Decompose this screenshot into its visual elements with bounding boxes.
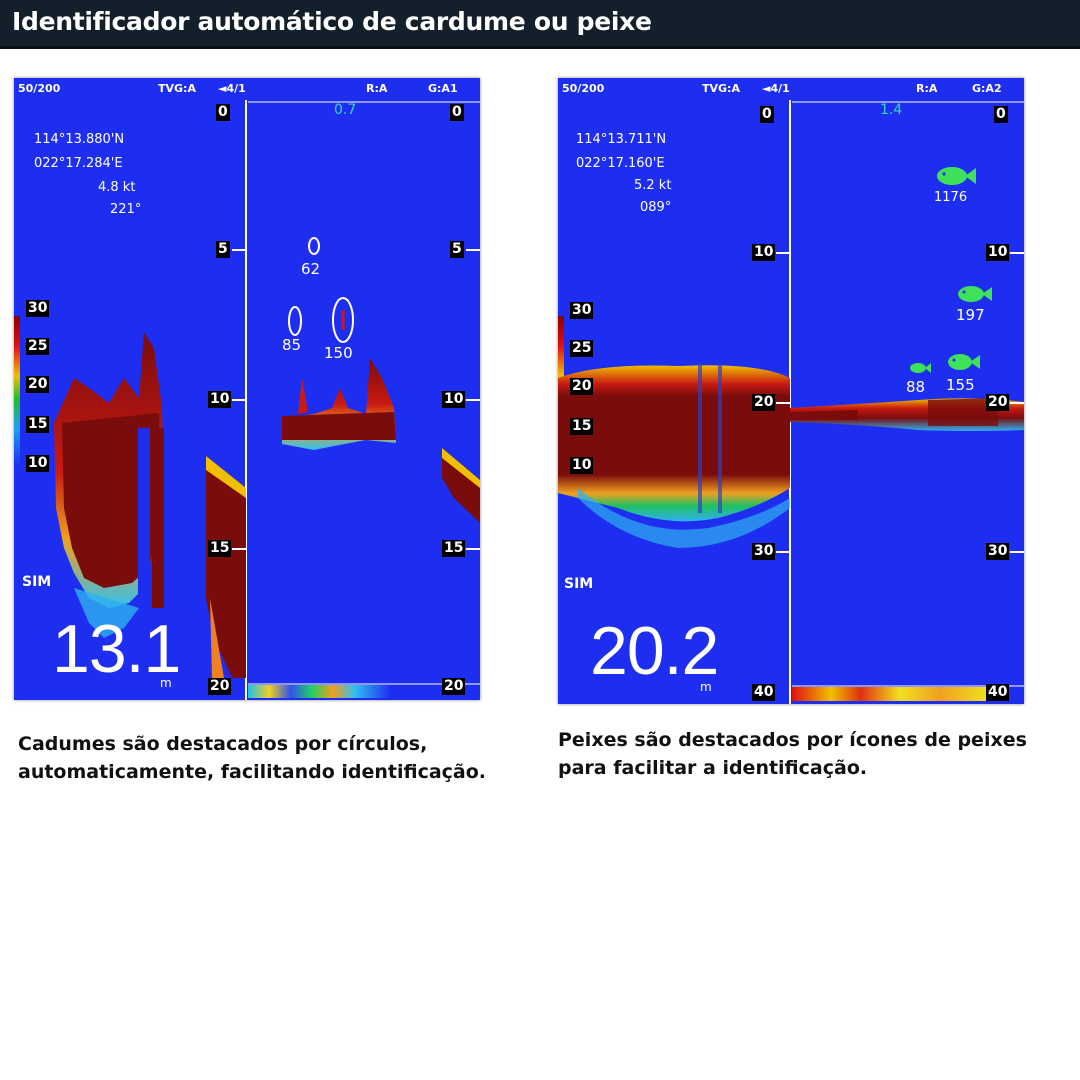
depth-scale-label: 5: [216, 241, 230, 258]
school-size-label: 85: [282, 336, 302, 354]
tvg-readout: TVG:A: [158, 82, 196, 95]
depth-unit: m: [160, 676, 172, 690]
sim-label: SIM: [564, 576, 594, 592]
scale-tick: [1010, 402, 1024, 404]
depth-unit: m: [700, 680, 712, 694]
longitude: 022°17.284'E: [34, 156, 123, 171]
mode-readout: ◄4/1: [762, 82, 790, 95]
depth-scale-label: 0: [994, 106, 1008, 123]
mode-readout: ◄4/1: [218, 82, 246, 95]
scale-tick: [466, 399, 480, 401]
depth-scale-label: 10: [986, 244, 1010, 261]
shade-label: 30: [26, 300, 50, 317]
scale-tick: [232, 399, 246, 401]
fish-icon-small: [910, 363, 931, 373]
depth-scale-label: 20: [986, 394, 1010, 411]
latitude: 114°13.711'N: [576, 132, 667, 147]
depth-readout: 20.2: [590, 613, 719, 689]
right-caption: Peixes são destacados por ícones de peix…: [558, 726, 1068, 782]
depth-scale-label: 0: [760, 106, 774, 123]
shade-label: 15: [570, 418, 594, 435]
depth-scale-label: 30: [752, 543, 776, 560]
scale-tick: [466, 548, 480, 550]
depth-scale-label: 15: [208, 540, 232, 557]
depth-scale-label: 20: [208, 678, 232, 695]
page-title: Identificador automático de cardume ou p…: [12, 7, 652, 36]
g-readout: G:A2: [972, 82, 1002, 95]
r-readout: R:A: [366, 82, 388, 95]
fish-icon-large: [937, 167, 976, 185]
range-readout: 50/200: [18, 82, 61, 95]
depth-readout: 13.1: [52, 611, 181, 687]
right-sonar-graphics: [558, 97, 1024, 704]
depth-scale-label: 30: [986, 543, 1010, 560]
fish-icon-medium: [958, 286, 992, 302]
depth-scale-label: 40: [752, 684, 776, 701]
shade-label: 25: [26, 338, 50, 355]
longitude: 022°17.160'E: [576, 156, 665, 171]
fish-size-label: 155: [946, 376, 975, 394]
scale-tick: [232, 249, 246, 251]
g-readout: G:A1: [428, 82, 458, 95]
school-size-label: 62: [301, 260, 321, 278]
depth-scale-label: 5: [450, 241, 464, 258]
left-sonar-screen: 50/200 TVG:A ◄4/1 R:A G:A1 0.7 114°13.88…: [14, 78, 480, 700]
tvg-readout: TVG:A: [702, 82, 740, 95]
gain-value: 1.4: [880, 102, 903, 118]
gain-value: 0.7: [334, 102, 357, 118]
fish-size-label: 88: [906, 378, 926, 396]
depth-scale-label: 10: [752, 244, 776, 261]
depth-scale-label: 20: [752, 394, 776, 411]
shade-label: 25: [570, 340, 594, 357]
school-size-label: 150: [324, 344, 353, 362]
latitude: 114°13.880'N: [34, 132, 125, 147]
sim-label: SIM: [22, 574, 52, 590]
shade-label: 30: [570, 302, 594, 319]
depth-scale-label: 40: [986, 684, 1010, 701]
scale-tick: [232, 548, 246, 550]
scale-tick: [776, 252, 790, 254]
caption-line: Peixes são destacados por ícones de peix…: [558, 729, 1027, 751]
range-readout: 50/200: [562, 82, 605, 95]
depth-scale-label: 10: [442, 391, 466, 408]
depth-scale-label: 0: [450, 104, 464, 121]
caption-line: para facilitar a identificação.: [558, 757, 868, 779]
r-readout: R:A: [916, 82, 938, 95]
depth-scale-label: 10: [208, 391, 232, 408]
fish-icon-medium-2: [948, 354, 980, 370]
scale-tick: [776, 551, 790, 553]
shade-label: 15: [26, 416, 50, 433]
left-status-bar: 50/200 TVG:A ◄4/1 R:A G:A1: [14, 78, 480, 100]
speed: 4.8 kt: [98, 180, 136, 195]
fish-size-label: 1176: [934, 190, 968, 205]
shade-label: 10: [26, 455, 50, 472]
title-bar: Identificador automático de cardume ou p…: [0, 0, 1080, 49]
caption-line: automaticamente, facilitando identificaç…: [18, 761, 487, 783]
depth-scale-label: 20: [442, 678, 466, 695]
shade-label: 20: [570, 378, 594, 395]
heading: 089°: [640, 200, 672, 215]
speed: 5.2 kt: [634, 178, 672, 193]
left-caption: Cadumes são destacados por círculos, aut…: [18, 730, 538, 786]
scale-tick: [466, 249, 480, 251]
left-sonar-graphics: [14, 97, 480, 700]
fish-size-label: 197: [956, 306, 985, 324]
heading: 221°: [110, 202, 142, 217]
right-sonar-screen: 50/200 TVG:A ◄4/1 R:A G:A2 1.4 114°13.71…: [558, 78, 1024, 704]
depth-scale-label: 0: [216, 104, 230, 121]
shade-label: 20: [26, 376, 50, 393]
scale-tick: [1010, 252, 1024, 254]
caption-line: Cadumes são destacados por círculos,: [18, 733, 428, 755]
right-status-bar: 50/200 TVG:A ◄4/1 R:A G:A2: [558, 78, 1024, 100]
scale-tick: [776, 402, 790, 404]
scale-tick: [1010, 551, 1024, 553]
shade-label: 10: [570, 457, 594, 474]
depth-scale-label: 15: [442, 540, 466, 557]
